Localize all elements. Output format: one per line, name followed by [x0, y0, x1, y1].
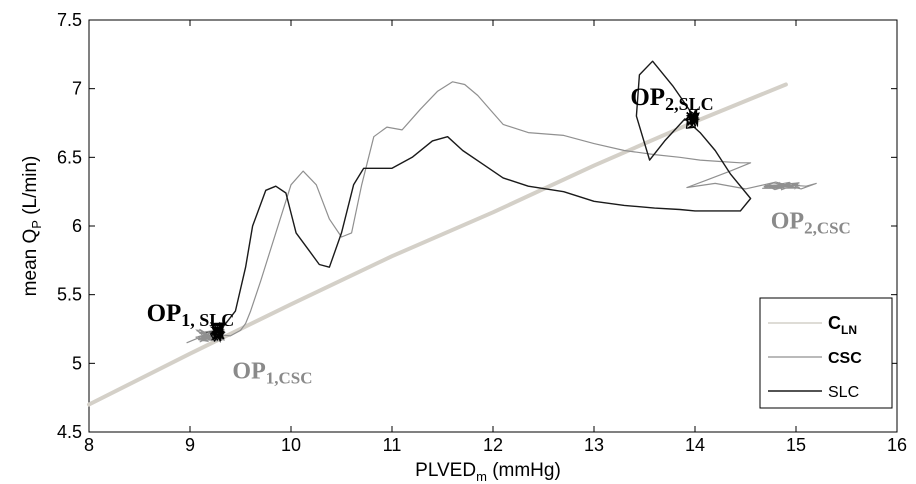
operating-point-label: OP1,CSC [232, 358, 312, 387]
operating-point-marker [683, 107, 701, 129]
csc-cluster [195, 328, 226, 343]
y-tick-labels: 4.5 5 5.5 6 6.5 7 7.5 [57, 10, 82, 442]
series-line-csc [186, 81, 817, 344]
y-tick-label: 7.5 [57, 10, 82, 30]
x-tick-label: 14 [685, 435, 705, 455]
y-tick-label: 5 [72, 353, 82, 373]
annotations: OP1, SLC OP1,CSC OP2,SLC OP2,CSC [147, 84, 851, 387]
x-tick-label: 15 [786, 435, 806, 455]
y-axis-label: mean QP (L/min) [20, 156, 44, 297]
operating-point-label: OP2,CSC [771, 209, 851, 238]
x-tick-label: 8 [84, 435, 94, 455]
legend-label-slc: SLC [828, 384, 859, 401]
series-line-cln [87, 82, 788, 407]
operating-point-label: OP1, SLC [147, 300, 235, 330]
x-tick-label: 13 [584, 435, 604, 455]
operating-point-label: OP2,SLC [630, 84, 713, 114]
x-tick-label: 16 [887, 435, 907, 455]
x-tick-label: 9 [185, 435, 195, 455]
legend-box [759, 297, 893, 409]
x-tick-label: 12 [483, 435, 503, 455]
y-tick-label: 6.5 [57, 147, 82, 167]
y-tick-label: 6 [72, 216, 82, 236]
series-layer [87, 60, 817, 407]
x-tick-label: 10 [281, 435, 301, 455]
x-tick-labels: 8 9 10 11 12 13 14 15 16 [84, 435, 907, 455]
x-axis-label: PLVEDm (mmHg) [415, 460, 561, 484]
y-tick-label: 5.5 [57, 285, 82, 305]
operating-points [195, 107, 801, 344]
legend-label-cln: CLN [828, 313, 857, 337]
y-tick-label: 7 [72, 79, 82, 99]
tick-marks [88, 19, 898, 433]
legend-label-csc: CSC [828, 350, 862, 367]
series-line-slc [199, 60, 752, 334]
x-tick-label: 11 [383, 435, 402, 455]
operating-point-marker [209, 321, 226, 344]
csc-cluster [762, 181, 801, 191]
y-tick-label: 4.5 [57, 422, 82, 442]
legend-items: CLN CSC SLC [768, 313, 862, 401]
legend: CLN CSC SLC [759, 297, 893, 409]
